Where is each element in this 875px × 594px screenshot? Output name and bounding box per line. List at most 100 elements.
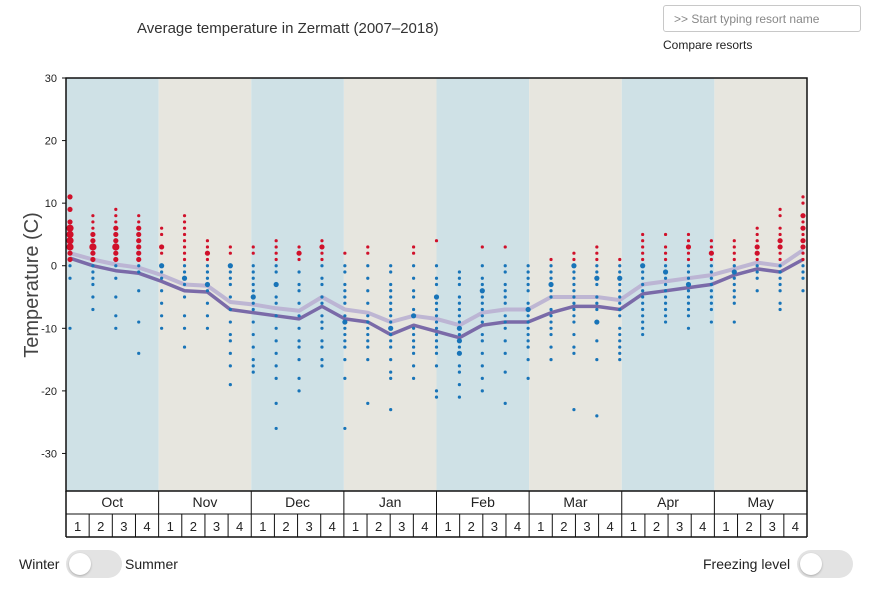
month-label: Dec [285,494,310,510]
temperature-dot [205,289,210,293]
temperature-dot [549,289,553,293]
temperature-dot [205,239,210,243]
temperature-dot [777,244,783,250]
temperature-dot [159,244,165,250]
temperature-dot [457,295,462,299]
temperature-dot [136,244,142,250]
temperature-dot [389,301,393,305]
temperature-dot [801,195,805,199]
temperature-dot [549,270,553,274]
temperature-dot [389,332,393,337]
temperature-dot [388,325,394,331]
temperature-dot [503,326,507,330]
temperature-dot [113,238,119,244]
month-band [66,78,159,491]
week-label: 3 [676,519,683,534]
temperature-dot [434,320,439,324]
week-label: 3 [120,519,127,534]
freezing-level-toggle-knob [800,553,822,575]
temperature-dot [160,326,164,330]
temperature-dot [67,256,73,263]
season-toggle[interactable] [66,550,122,578]
temperature-dot [778,232,782,237]
temperature-dot [663,251,668,255]
temperature-dot [618,332,622,337]
temperature-dot [549,326,553,330]
temperature-dot [389,289,393,293]
temperature-dot [251,251,255,255]
temperature-dot [709,307,713,312]
temperature-dot [66,237,74,245]
temperature-dot [343,251,347,255]
temperature-dot [480,282,484,287]
temperature-dot [572,289,576,293]
temperature-dot [709,301,713,305]
week-label: 3 [213,519,220,534]
temperature-dot [618,257,622,262]
temperature-dot [663,257,668,262]
temperature-dot [618,264,622,268]
temperature-dot [297,282,301,287]
temperature-dot [182,232,187,237]
temperature-dot [366,332,370,337]
temperature-dot [755,257,759,262]
summer-label: Summer [125,556,178,572]
temperature-dot [641,295,645,299]
temperature-dot [708,250,714,256]
temperature-dot [297,257,301,262]
temperature-dot [732,320,736,324]
temperature-dots [66,194,806,431]
temperature-dot [503,270,507,274]
y-tick-label: 30 [45,73,57,85]
freezing-level-toggle[interactable] [797,550,853,578]
temperature-dot [182,314,187,318]
temperature-dot [68,276,72,280]
temperature-dot [137,220,141,224]
week-label: 4 [699,519,706,534]
temperature-dot [732,251,736,255]
temperature-dot [801,289,805,293]
temperature-dot [251,270,255,274]
temperature-dot [182,220,187,224]
month-label: Oct [101,494,123,510]
temperature-dot [503,351,507,355]
month-label: Mar [563,494,587,510]
temperature-dot [160,314,164,318]
temperature-dot [641,320,645,324]
temperature-dot [663,314,668,318]
temperature-dot [182,270,187,274]
temperature-dot [204,281,211,288]
temperature-dot [91,214,95,218]
temperature-dot [685,244,692,250]
y-tick-label: 0 [51,261,57,273]
resort-search-input[interactable] [663,5,861,32]
compare-resorts-link[interactable]: Compare resorts [663,38,753,52]
temperature-dot [182,226,187,230]
temperature-dot [755,270,759,274]
temperature-dot [526,276,530,280]
temperature-dot [457,345,462,349]
temperature-dot [641,232,645,237]
temperature-dot [801,220,805,224]
temperature-dot [343,345,347,349]
temperature-dot [686,257,691,262]
temperature-dot [90,238,96,244]
temperature-dot [618,295,622,299]
temperature-dot [503,289,507,293]
y-tick-label: -10 [41,323,57,335]
temperature-dot [250,294,256,300]
temperature-dot [778,226,782,230]
temperature-dot [801,257,805,262]
temperature-dot [480,301,484,305]
temperature-dot [572,332,576,337]
temperature-dot [778,282,782,287]
temperature-dot [777,238,783,244]
temperature-dot [273,281,279,288]
temperature-dot [228,339,232,343]
temperature-dot [732,239,736,243]
temperature-dot [549,314,553,318]
temperature-dot [457,307,462,312]
temperature-dot [297,339,301,343]
temperature-dot [686,276,691,280]
temperature-dot [297,314,301,318]
